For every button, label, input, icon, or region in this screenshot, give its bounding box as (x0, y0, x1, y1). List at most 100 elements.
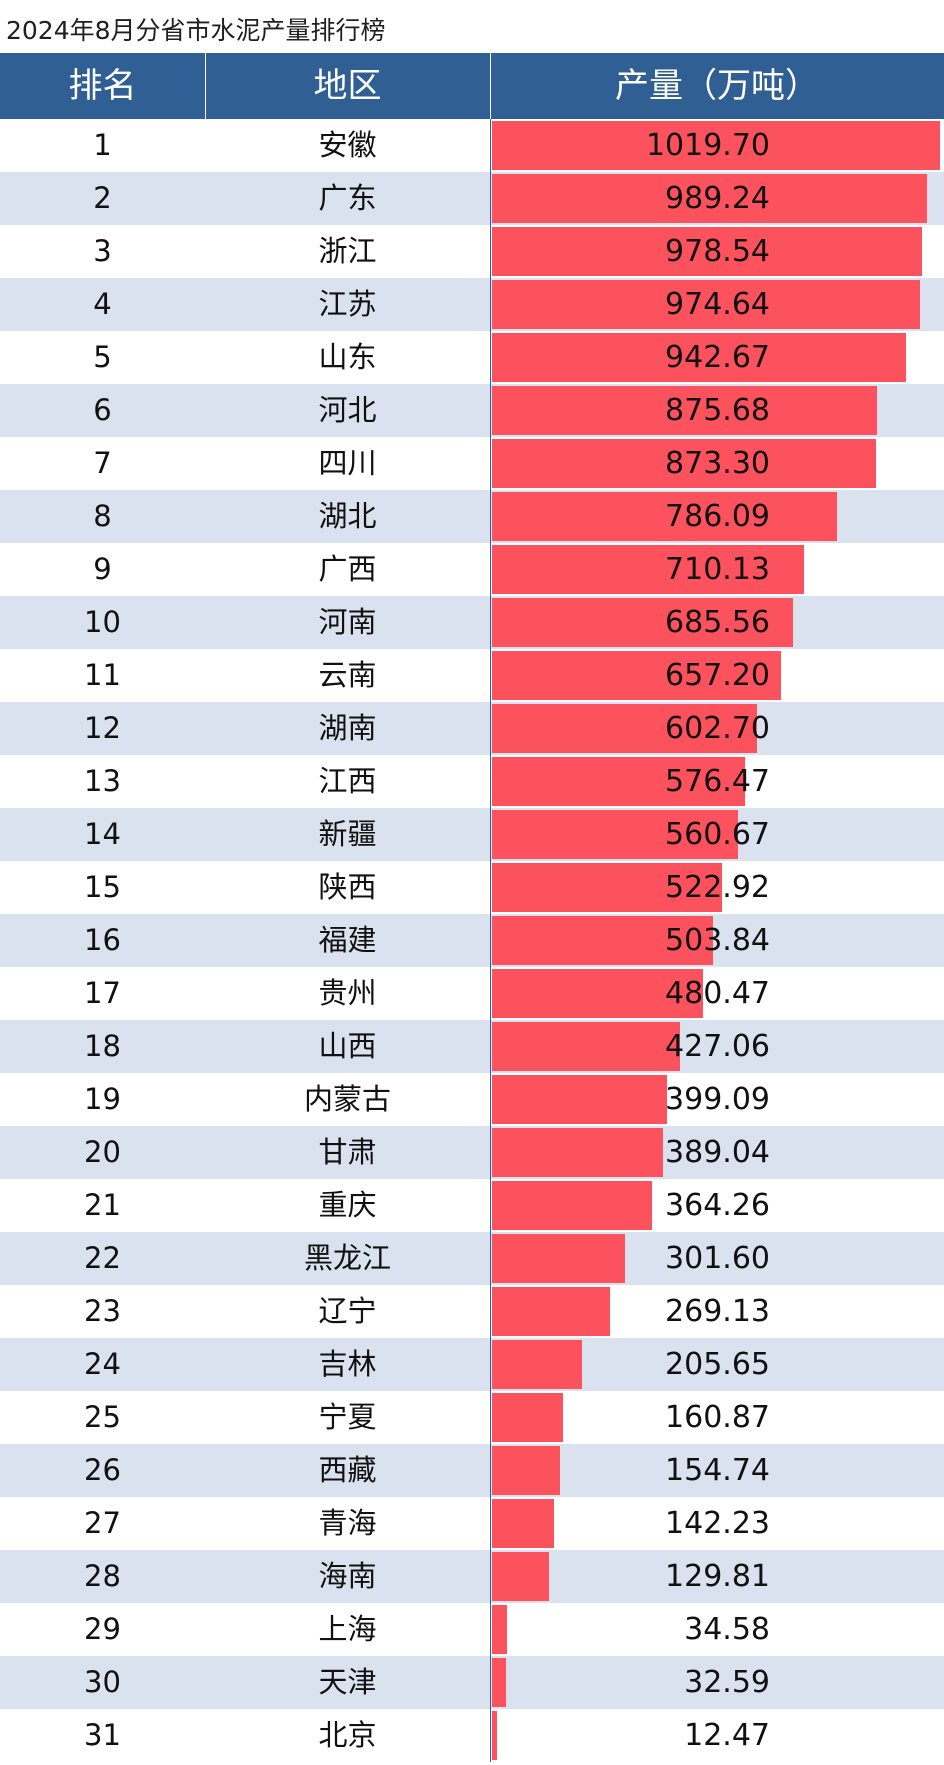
rank-cell: 17 (84, 976, 121, 1010)
region-cell: 天津 (318, 1665, 377, 1699)
production-bar (492, 651, 781, 700)
table-row: 19 内蒙古 399.09 (0, 1073, 944, 1126)
table-row: 20 甘肃 389.04 (0, 1126, 944, 1179)
region-cell: 北京 (318, 1718, 377, 1752)
rank-cell: 6 (93, 393, 112, 427)
production-bar (492, 1605, 508, 1654)
region-cell: 甘肃 (318, 1135, 377, 1169)
header-production: 产量（万吨） (615, 66, 819, 106)
region-cell: 山西 (318, 1029, 377, 1063)
production-value-label: 602.70 (665, 711, 770, 746)
table-row: 5 山东 942.67 (0, 331, 944, 384)
table-row: 25 宁夏 160.87 (0, 1391, 944, 1444)
region-cell: 湖北 (318, 499, 377, 533)
region-cell: 浙江 (318, 234, 377, 268)
region-cell: 广西 (318, 552, 377, 586)
rank-cell: 29 (84, 1612, 121, 1646)
production-value-label: 685.56 (665, 605, 770, 640)
production-value-label: 427.06 (665, 1029, 770, 1064)
rank-cell: 25 (84, 1400, 121, 1434)
production-bar (492, 1075, 668, 1124)
production-value-label: 12.47 (684, 1718, 770, 1753)
column-divider (490, 119, 491, 1762)
header-divider (490, 53, 491, 119)
production-bar (492, 1658, 507, 1707)
production-bar (492, 916, 714, 965)
table-row: 30 天津 32.59 (0, 1656, 944, 1709)
production-bar (492, 969, 704, 1018)
rank-cell: 3 (93, 234, 112, 268)
production-bar (492, 1711, 498, 1760)
chart-title: 2024年8月分省市水泥产量排行榜 (6, 16, 386, 45)
region-cell: 内蒙古 (303, 1082, 391, 1116)
production-bar (492, 598, 794, 647)
rank-cell: 18 (84, 1029, 121, 1063)
table-row: 18 山西 427.06 (0, 1020, 944, 1073)
production-value-label: 32.59 (684, 1665, 770, 1700)
rank-cell: 30 (84, 1665, 121, 1699)
table-row: 1 安徽 1019.70 (0, 119, 944, 172)
region-cell: 湖南 (318, 711, 377, 745)
table-row: 27 青海 142.23 (0, 1497, 944, 1550)
production-value-label: 364.26 (665, 1188, 770, 1223)
production-value-label: 942.67 (665, 340, 770, 375)
rank-cell: 22 (84, 1241, 121, 1275)
region-cell: 上海 (318, 1612, 377, 1646)
production-value-label: 786.09 (665, 499, 770, 534)
production-value-label: 399.09 (665, 1082, 770, 1117)
region-cell: 宁夏 (318, 1400, 377, 1434)
production-value-label: 522.92 (665, 870, 770, 905)
header-divider (205, 53, 206, 119)
table-row: 3 浙江 978.54 (0, 225, 944, 278)
rank-cell: 16 (84, 923, 121, 957)
production-bar (492, 1446, 560, 1495)
production-value-label: 269.13 (665, 1294, 770, 1329)
production-value-label: 160.87 (665, 1400, 770, 1435)
table-body: 1 安徽 1019.70 2 广东 989.24 3 浙江 978.54 4 江苏 974.64 5 山东… (0, 119, 944, 1762)
production-value-label: 142.23 (665, 1506, 770, 1541)
table-row: 16 福建 503.84 (0, 914, 944, 967)
table-row: 21 重庆 364.26 (0, 1179, 944, 1232)
production-bar (492, 1499, 555, 1548)
rank-cell: 27 (84, 1506, 121, 1540)
table-row: 23 辽宁 269.13 (0, 1285, 944, 1338)
production-value-label: 989.24 (665, 181, 770, 216)
production-bar (492, 757, 746, 806)
production-value-label: 873.30 (665, 446, 770, 481)
production-value-label: 657.20 (665, 658, 770, 693)
production-value-label: 560.67 (665, 817, 770, 852)
production-value-label: 710.13 (665, 552, 770, 587)
production-bar (492, 810, 739, 859)
table-row: 6 河北 875.68 (0, 384, 944, 437)
table-row: 7 四川 873.30 (0, 437, 944, 490)
region-cell: 山东 (318, 340, 377, 374)
production-value-label: 129.81 (665, 1559, 770, 1594)
rank-cell: 19 (84, 1082, 121, 1116)
production-bar (492, 1340, 583, 1389)
region-cell: 陕西 (318, 870, 377, 904)
region-cell: 黑龙江 (303, 1241, 391, 1275)
table-row: 29 上海 34.58 (0, 1603, 944, 1656)
region-cell: 江苏 (318, 287, 377, 321)
rank-cell: 15 (84, 870, 121, 904)
rank-cell: 26 (84, 1453, 121, 1487)
region-cell: 新疆 (318, 817, 377, 851)
table-row: 15 陕西 522.92 (0, 861, 944, 914)
header-rank: 排名 (68, 66, 137, 106)
rank-cell: 4 (93, 287, 112, 321)
rank-cell: 12 (84, 711, 121, 745)
region-cell: 广东 (318, 181, 377, 215)
rank-cell: 28 (84, 1559, 121, 1593)
production-bar (492, 386, 877, 435)
region-cell: 安徽 (318, 128, 377, 162)
production-bar (492, 1128, 663, 1177)
region-cell: 青海 (318, 1506, 377, 1540)
table-row: 24 吉林 205.65 (0, 1338, 944, 1391)
table-row: 9 广西 710.13 (0, 543, 944, 596)
production-bar (492, 704, 757, 753)
production-value-label: 301.60 (665, 1241, 770, 1276)
production-value-label: 480.47 (665, 976, 770, 1011)
table-row: 10 河南 685.56 (0, 596, 944, 649)
production-value-label: 154.74 (665, 1453, 770, 1488)
production-value-label: 205.65 (665, 1347, 770, 1382)
